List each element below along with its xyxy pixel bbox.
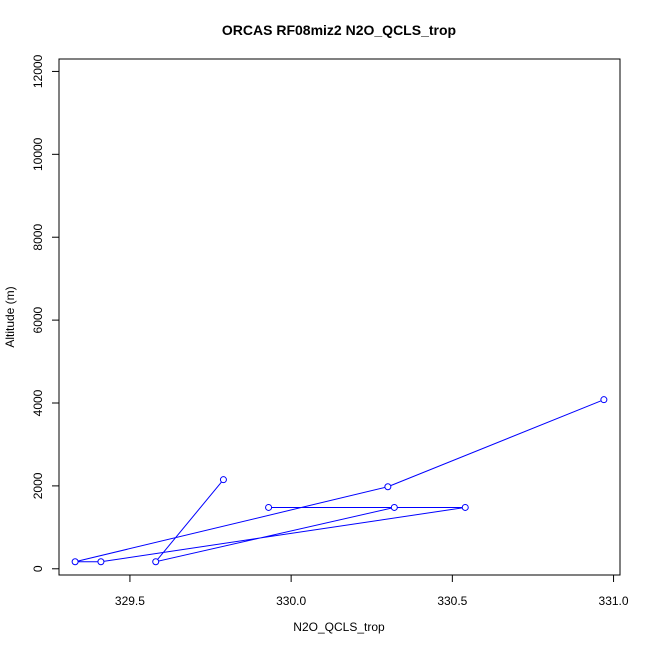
data-point	[461, 503, 469, 511]
y-tick-label: 0	[31, 565, 45, 572]
y-axis-label: Altitude (m)	[3, 286, 17, 347]
x-axis-label: N2O_QCLS_trop	[293, 620, 385, 634]
data-point	[600, 396, 608, 404]
data-point	[152, 558, 160, 566]
x-tick-label: 329.5	[115, 594, 145, 608]
x-tick-label: 330.0	[276, 594, 306, 608]
data-point	[219, 476, 227, 484]
data-point	[265, 503, 273, 511]
series-line	[75, 399, 605, 563]
y-axis: 0 2000 4000 6000 8000 10000 12000	[31, 54, 60, 572]
y-tick-label: 4000	[31, 389, 45, 416]
y-tick-label: 10000	[31, 137, 45, 171]
y-tick-label: 8000	[31, 224, 45, 251]
data-point	[390, 503, 398, 511]
y-tick-label: 12000	[31, 54, 45, 88]
plot-area-frame	[58, 58, 621, 576]
y-tick-label: 6000	[31, 306, 45, 333]
data-point	[71, 558, 79, 566]
series-layer	[71, 396, 608, 566]
data-point	[97, 558, 105, 566]
y-tick-label: 2000	[31, 472, 45, 499]
x-tick-label: 331.0	[599, 594, 629, 608]
x-tick-label: 330.5	[437, 594, 467, 608]
data-point	[384, 483, 392, 491]
x-axis: 329.5 330.0 330.5 331.0	[115, 574, 629, 608]
chart-title: ORCAS RF08miz2 N2O_QCLS_trop	[222, 22, 456, 38]
